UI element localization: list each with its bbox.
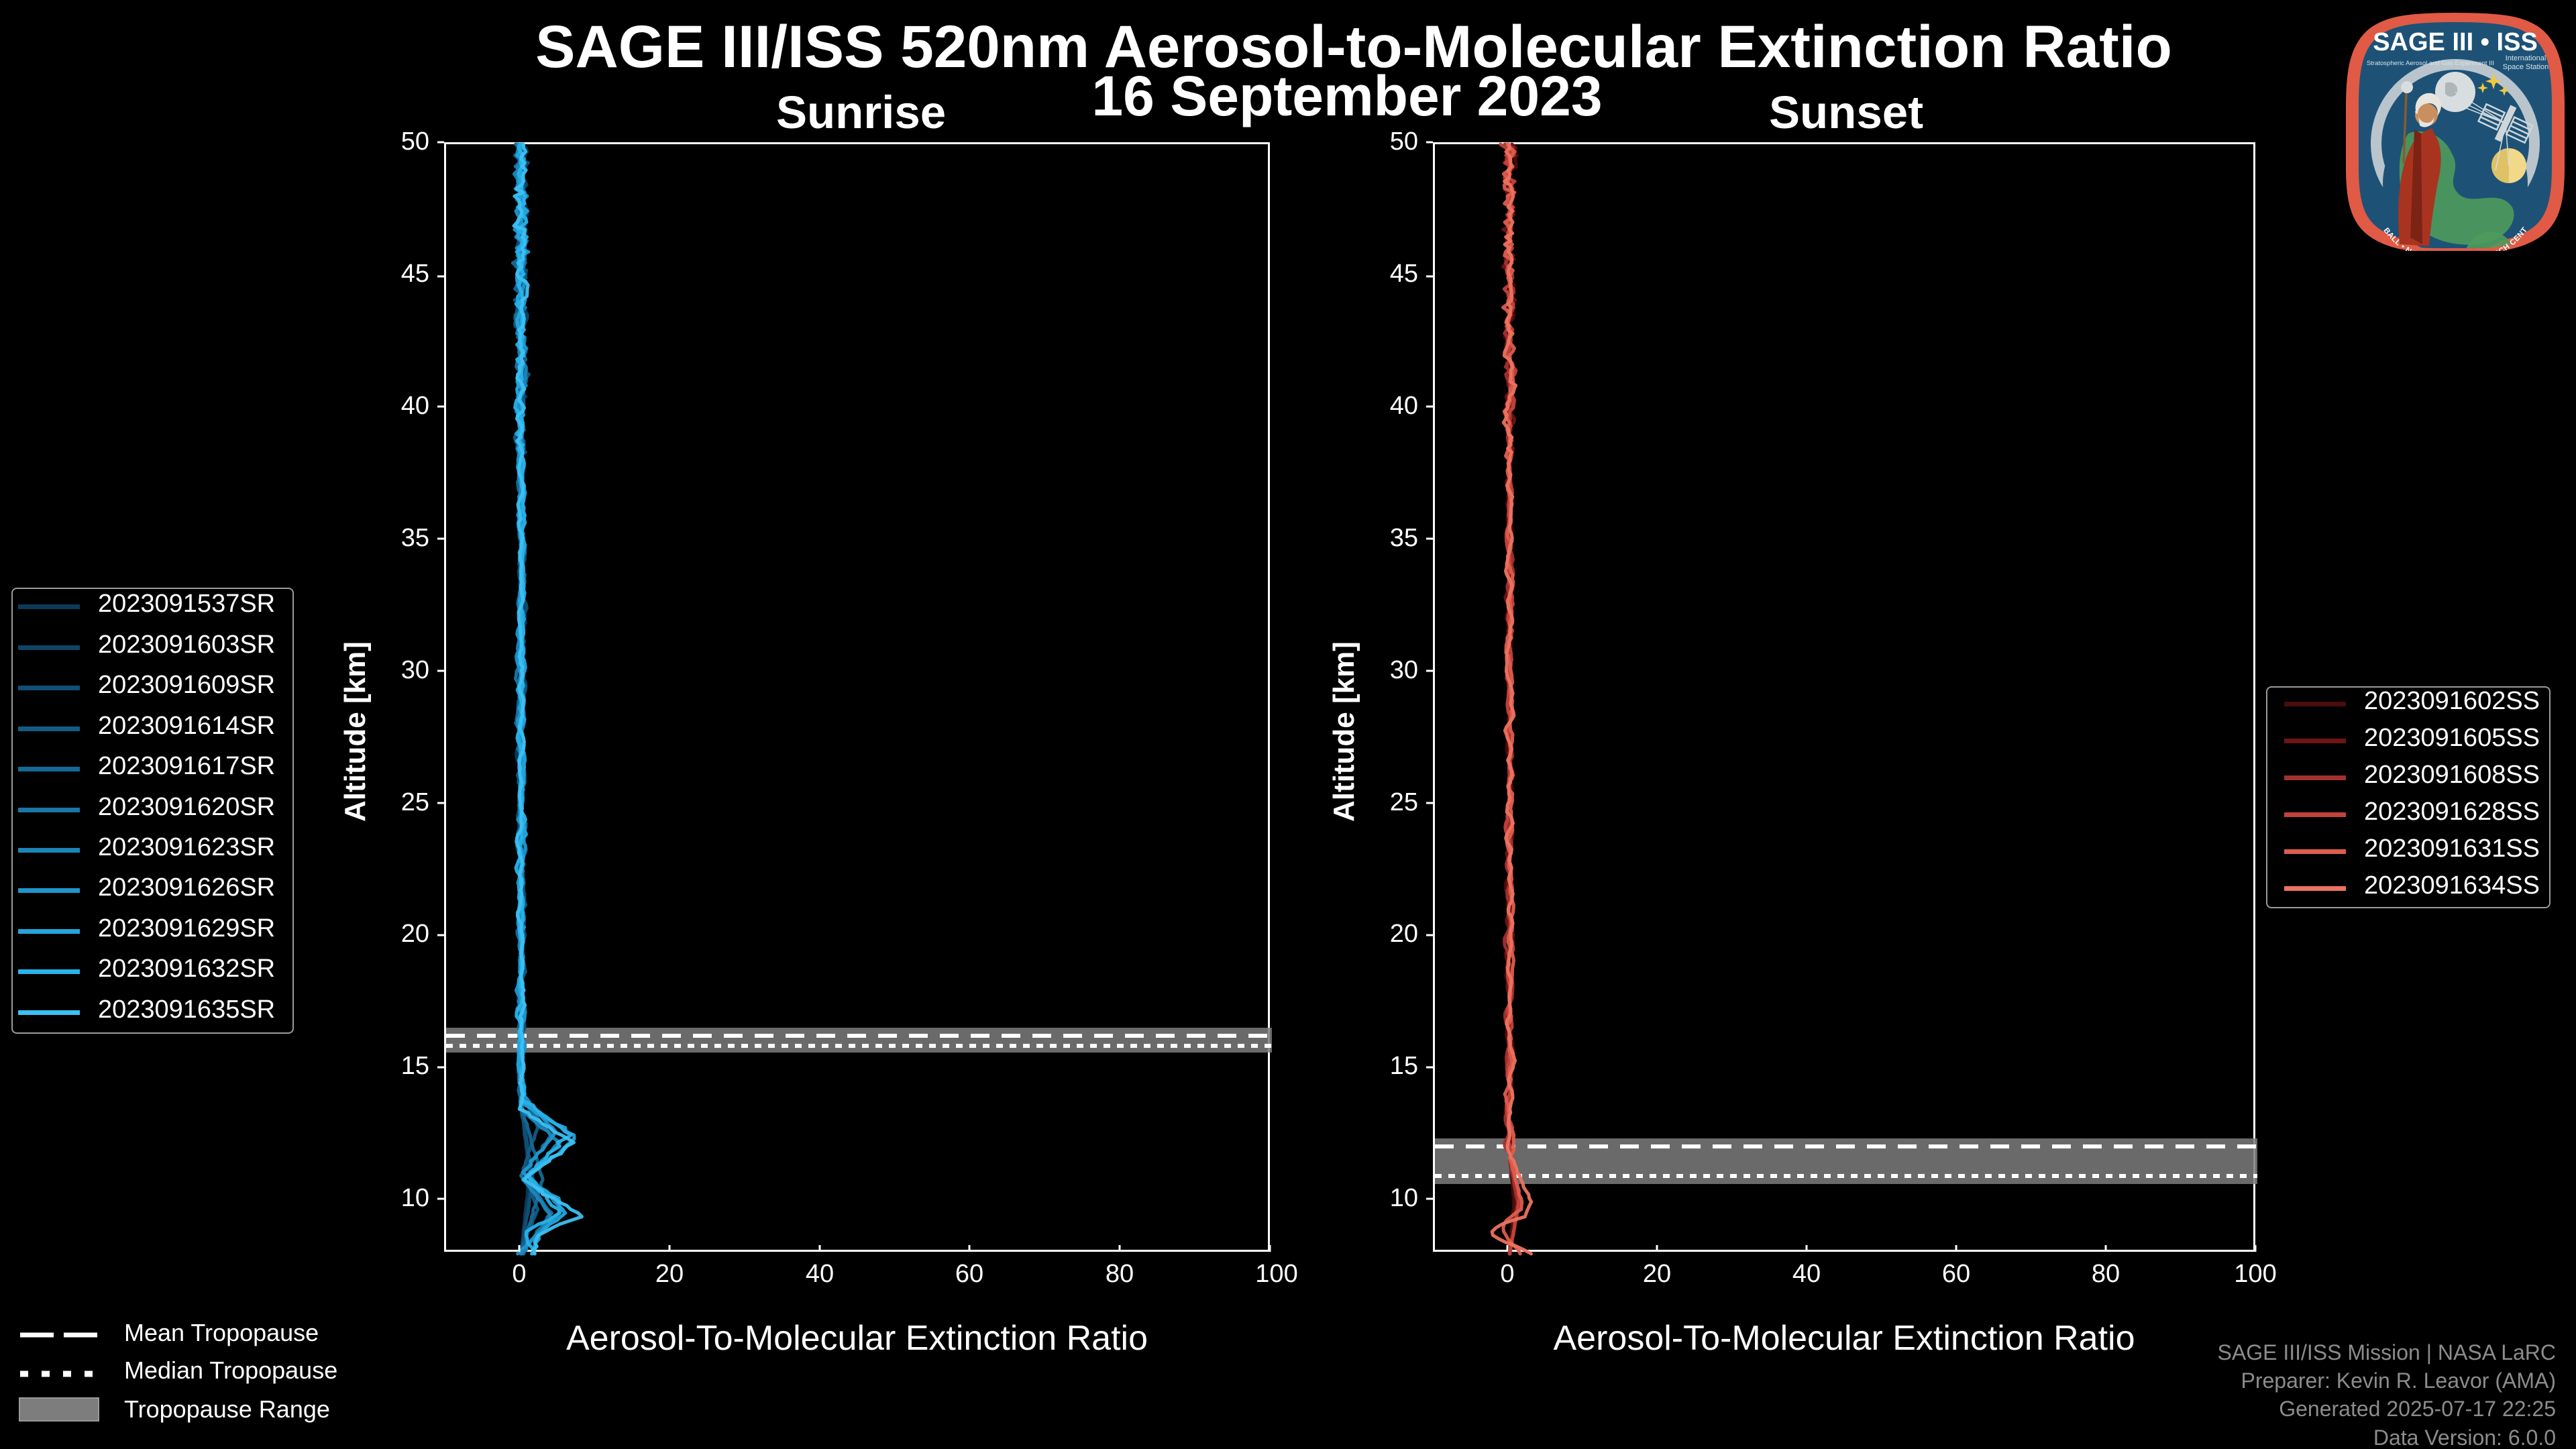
svg-text:International: International (2506, 54, 2546, 62)
svg-text:SAGE III • ISS: SAGE III • ISS (2373, 28, 2538, 56)
svg-text:Stratospheric Aerosol and Gas: Stratospheric Aerosol and Gas Experiment… (2367, 60, 2494, 67)
svg-text:Space Station: Space Station (2503, 63, 2549, 71)
